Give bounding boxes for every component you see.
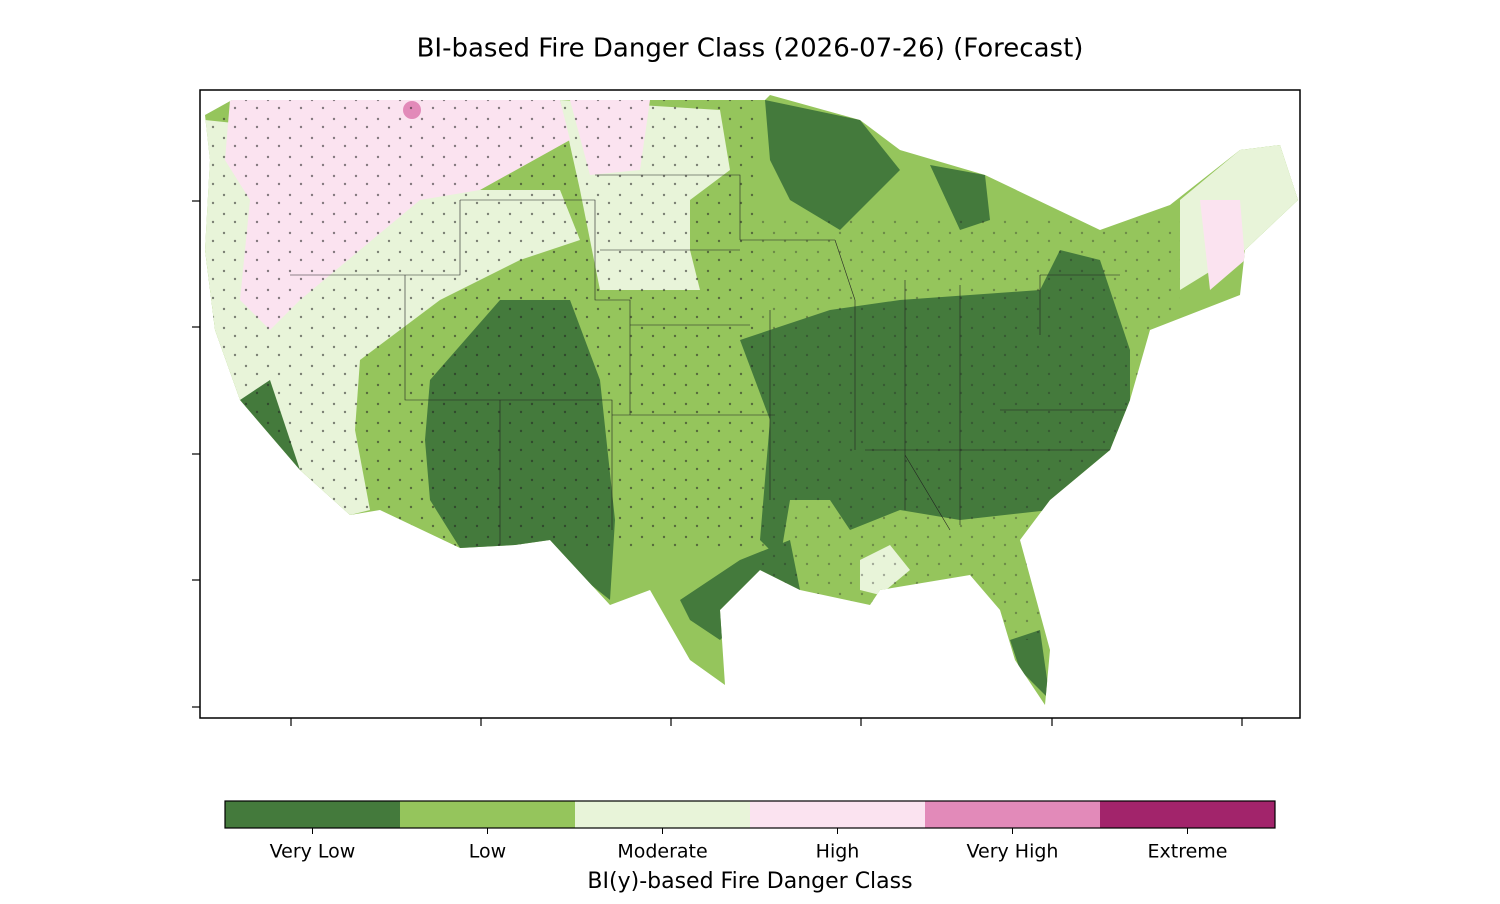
map-title: BI-based Fire Danger Class (2026-07-26) … — [417, 34, 1084, 64]
colorbar-tick-label: Moderate — [617, 841, 707, 863]
axis-ticks — [192, 200, 1243, 726]
colorbar-tick-label: Low — [469, 841, 506, 863]
state-borders — [290, 174, 1130, 545]
colorbar-segment — [750, 801, 925, 828]
colorbar-segment — [400, 801, 575, 828]
colorbar-segment — [225, 801, 400, 828]
colorbar: Very Low Low Moderate High Very High Extreme — [225, 801, 1275, 863]
colorbar-segment — [925, 801, 1100, 828]
colorbar-label: BI(y)-based Fire Danger Class — [587, 869, 912, 894]
colorbar-frame — [224, 800, 1276, 829]
colorbar-tick-label: Very Low — [270, 841, 356, 863]
region — [765, 100, 900, 230]
colorbar-segment — [1100, 801, 1275, 828]
region — [1200, 200, 1245, 290]
colorbar-tick-label: Extreme — [1148, 841, 1228, 863]
region — [1010, 630, 1050, 700]
colorbar-tick-label: Very High — [967, 841, 1059, 863]
region — [930, 165, 990, 230]
colorbar-segment — [575, 801, 750, 828]
colorbar-tick-label: High — [816, 841, 860, 863]
